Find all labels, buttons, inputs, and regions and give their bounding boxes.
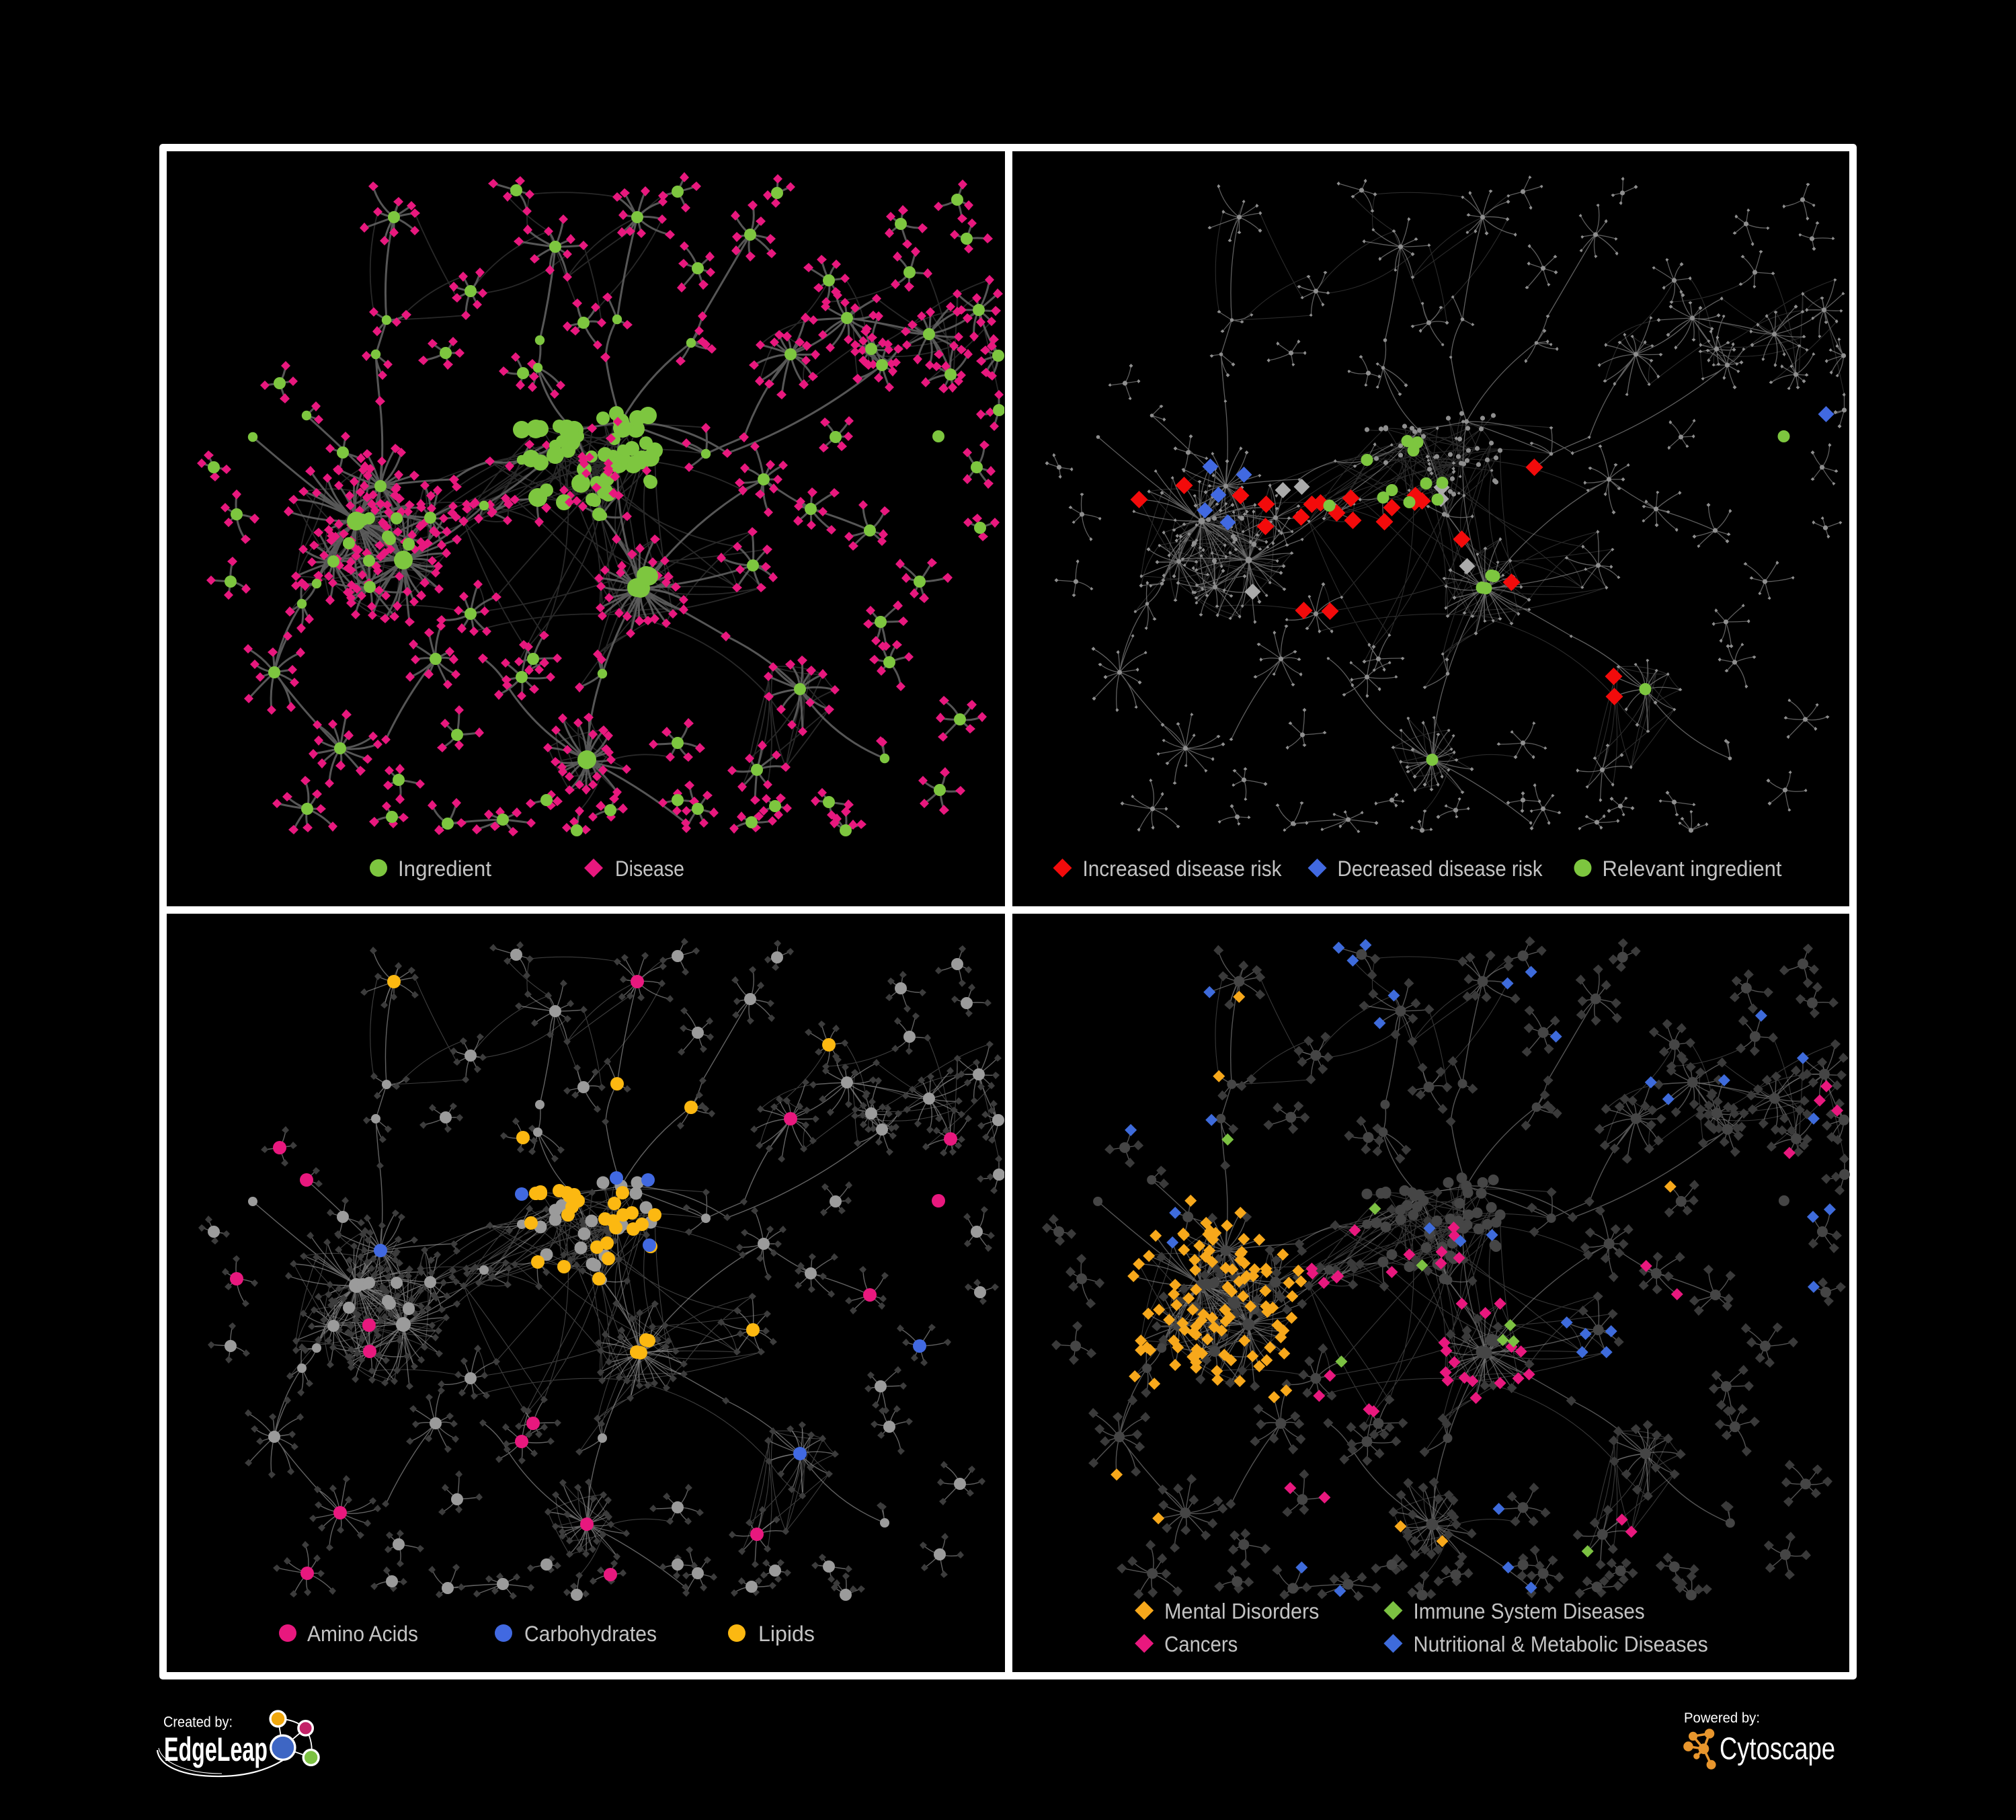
svg-text:Ingredient: Ingredient [398,857,491,881]
svg-text:Disease: Disease [615,857,684,881]
svg-text:Lipids: Lipids [758,1622,815,1646]
svg-text:Cytoscape: Cytoscape [1720,1731,1835,1766]
svg-text:Created by:: Created by: [163,1714,233,1731]
svg-text:Relevant ingredient: Relevant ingredient [1603,857,1782,881]
svg-text:Powered by:: Powered by: [1684,1710,1760,1726]
svg-text:Carbohydrates: Carbohydrates [524,1622,657,1646]
svg-text:Decreased disease risk: Decreased disease risk [1338,857,1543,881]
svg-text:Increased disease risk: Increased disease risk [1083,857,1283,881]
svg-text:Mental Disorders: Mental Disorders [1164,1599,1319,1623]
svg-text:Amino Acids: Amino Acids [307,1622,418,1646]
svg-text:Nutritional & Metabolic Diseas: Nutritional & Metabolic Diseases [1413,1632,1707,1656]
svg-text:Immune System Diseases: Immune System Diseases [1413,1599,1644,1623]
svg-text:EdgeLeap: EdgeLeap [164,1731,268,1768]
svg-text:Cancers: Cancers [1164,1632,1238,1656]
